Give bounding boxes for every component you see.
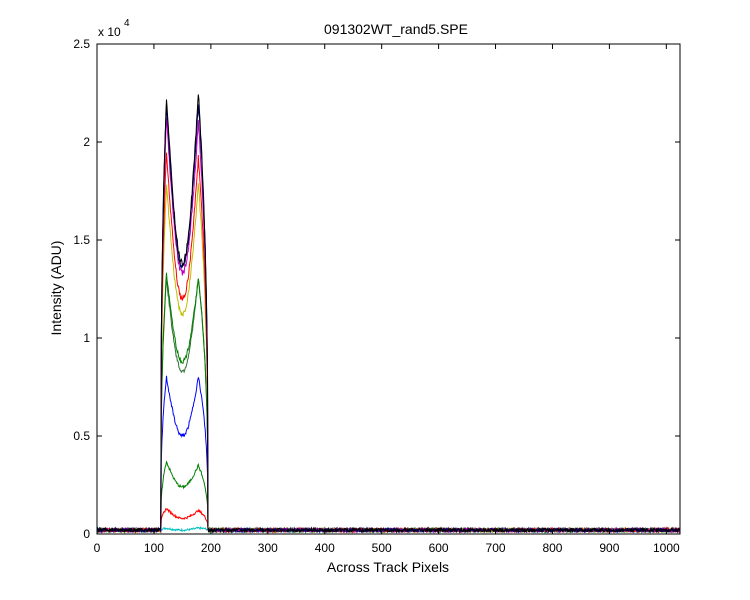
axes-layer: 0 100 200 300 400 500 600 700 800 900 1000 0 0.5 1 1.5… <box>73 37 681 555</box>
series-layer <box>97 94 680 534</box>
x-tick-label: 0 <box>94 541 101 555</box>
x-tick-label: 200 <box>201 541 221 555</box>
y-tick-label: 0 <box>83 527 90 541</box>
axes-box <box>96 43 681 535</box>
y-axis-title: Intensity (ADU) <box>48 241 64 336</box>
y-multiplier-label: x 10 <box>98 25 121 39</box>
y-tick-label: 1.5 <box>73 233 90 247</box>
x-tick-label: 500 <box>372 541 392 555</box>
x-axis-title: Across Track Pixels <box>327 559 449 575</box>
y-tick-label: 2 <box>83 135 90 149</box>
x-tick-label: 900 <box>599 541 619 555</box>
x-tick-label: 600 <box>429 541 449 555</box>
x-tick-label: 700 <box>486 541 506 555</box>
x-tick-label: 1000 <box>653 541 680 555</box>
y-tick-label: 2.5 <box>73 37 90 51</box>
x-tick-label: 400 <box>315 541 335 555</box>
y-tick-label: 0.5 <box>73 429 90 443</box>
x-tick-label: 100 <box>144 541 164 555</box>
x-tick-label: 800 <box>542 541 562 555</box>
chart-title: 091302WT_rand5.SPE <box>324 21 468 37</box>
y-tick-label: 1 <box>83 331 90 345</box>
series-line-11 <box>97 94 680 534</box>
x-tick-label: 300 <box>258 541 278 555</box>
y-multiplier-exponent: 4 <box>124 18 130 29</box>
